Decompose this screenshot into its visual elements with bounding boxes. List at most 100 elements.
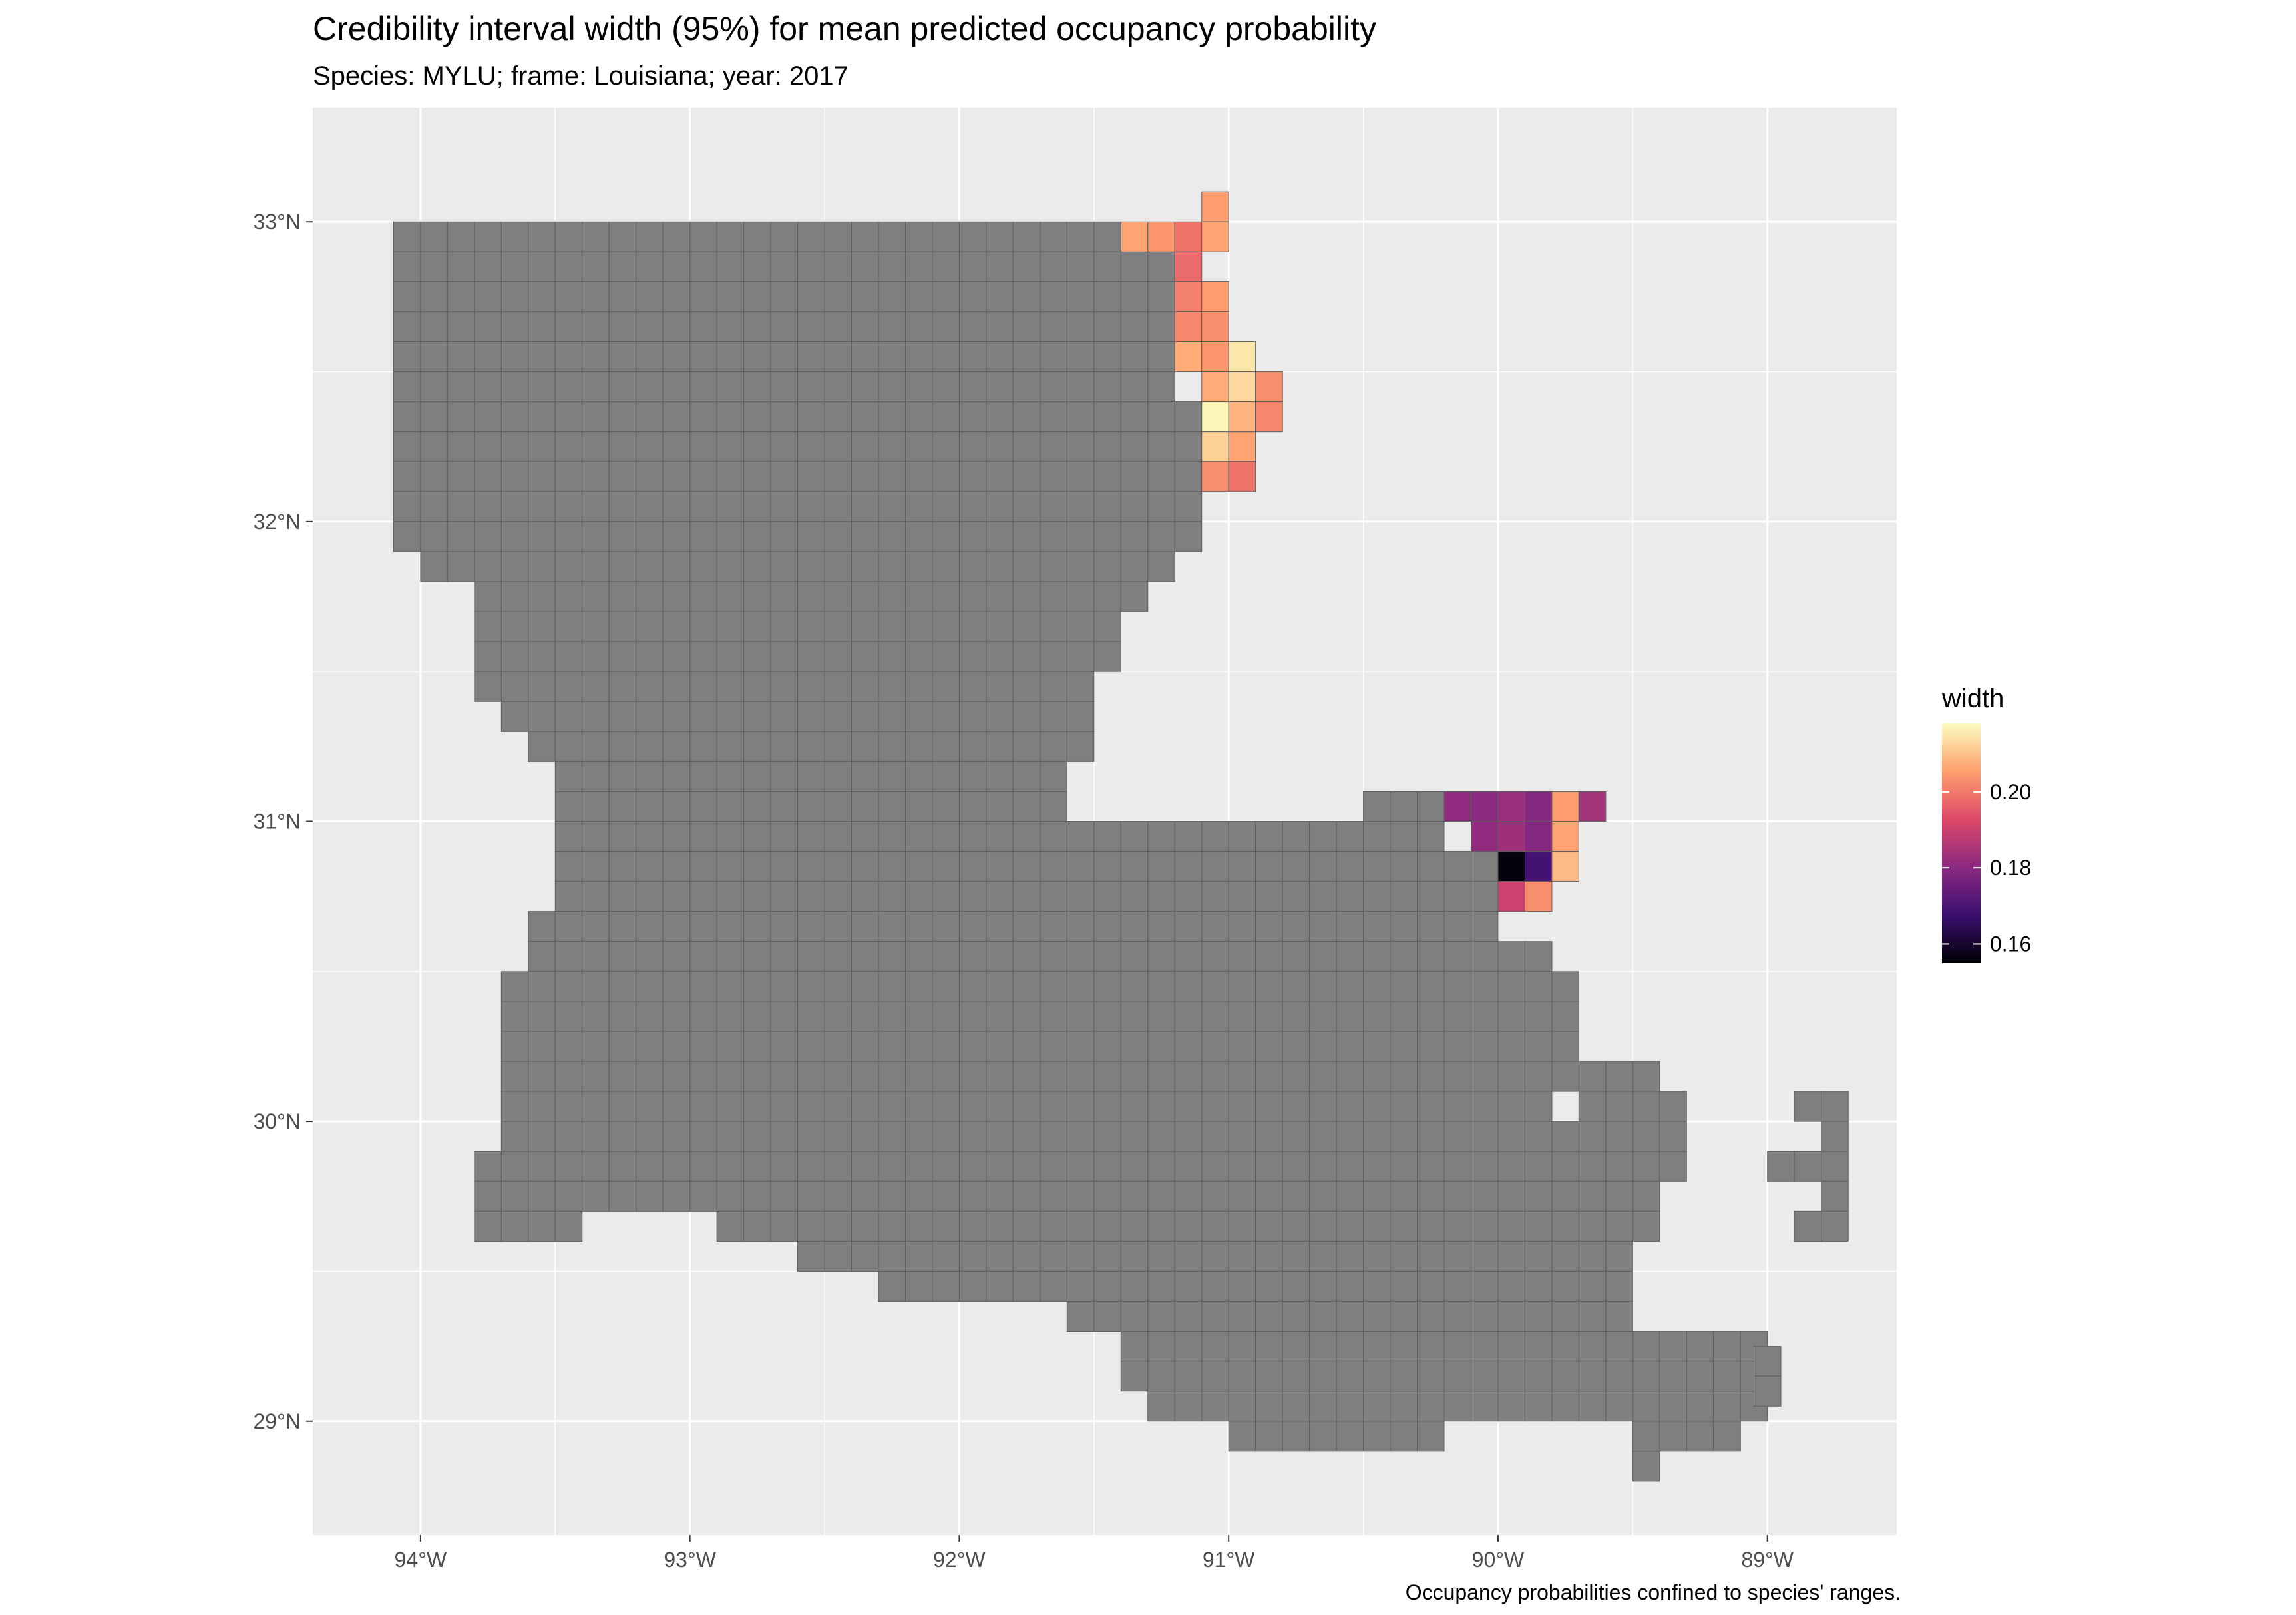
grid-cell-na [447, 341, 475, 373]
grid-cell-na [1066, 881, 1095, 912]
grid-cell-na [904, 1001, 933, 1032]
grid-cell-na [528, 611, 556, 642]
grid-cell-na [1147, 941, 1175, 972]
grid-cell-na [1040, 491, 1067, 522]
grid-cell-na [1390, 1091, 1418, 1122]
grid-cell-na [608, 431, 637, 462]
grid-cell-na [636, 551, 664, 582]
grid-cell-na [1147, 341, 1175, 373]
grid-cell-na [1363, 911, 1391, 942]
grid-cell-na [1578, 1180, 1607, 1212]
grid-cell-na [500, 581, 529, 612]
grid-cell-na [1066, 1151, 1095, 1182]
grid-cell-na [662, 1180, 691, 1212]
grid-cell-na [636, 491, 664, 522]
grid-cell-na [1605, 1061, 1633, 1092]
grid-cell-na [1470, 1121, 1499, 1152]
grid-cell-na [986, 311, 1014, 342]
grid-cell-na [1120, 1240, 1149, 1272]
grid-cell-na [689, 671, 717, 702]
grid-cell-na [528, 1151, 556, 1182]
grid-cell-na [716, 431, 745, 462]
grid-cell-na [1147, 551, 1175, 582]
grid-cell-na [1147, 911, 1175, 942]
grid-cell-na [1120, 401, 1149, 433]
grid-cell-na [500, 1151, 529, 1182]
grid-cell-na [1066, 941, 1095, 972]
grid-cell-na [904, 671, 933, 702]
grid-cell-na [1390, 881, 1418, 912]
grid-cell-na [1255, 911, 1283, 942]
grid-cell-na [1228, 1210, 1256, 1242]
grid-cell-na [1417, 1361, 1445, 1392]
grid-cell-na [1578, 1301, 1607, 1332]
grid-cell-na [1174, 1331, 1203, 1362]
grid-cell-na [689, 971, 717, 1002]
grid-cell-na [986, 221, 1014, 252]
grid-cell-na [932, 911, 960, 942]
grid-cell-na [636, 461, 664, 492]
grid-cell-na [1551, 1240, 1579, 1272]
grid-cell-na [1040, 1061, 1067, 1092]
grid-cell-value [1174, 311, 1203, 342]
grid-cell-na [1040, 851, 1067, 882]
grid-cell-na [1201, 941, 1229, 972]
grid-cell-na [1147, 1210, 1175, 1242]
grid-cell-na [1093, 281, 1121, 312]
grid-cell-na [474, 401, 502, 433]
grid-cell-na [662, 491, 691, 522]
grid-cell-na [1470, 851, 1499, 882]
grid-cell-na [932, 881, 960, 912]
grid-cell-na [716, 761, 745, 792]
grid-cell-na [554, 761, 583, 792]
grid-cell-na [1255, 971, 1283, 1002]
grid-cell-na [608, 341, 637, 373]
grid-cell-na [528, 341, 556, 373]
grid-cell-na [608, 611, 637, 642]
grid-cell-na [474, 221, 502, 252]
grid-cell-na [1120, 881, 1149, 912]
grid-cell-na [1686, 1391, 1714, 1422]
grid-cell-na [500, 641, 529, 672]
grid-cell-na [636, 821, 664, 852]
grid-cell-na [1336, 941, 1364, 972]
grid-cell-na [1578, 1061, 1607, 1092]
grid-cell-na [716, 821, 745, 852]
grid-cell-na [689, 1121, 717, 1152]
grid-cell-na [636, 521, 664, 552]
grid-cell-na [958, 911, 987, 942]
grid-cell-na [582, 1001, 610, 1032]
grid-cell-na [1497, 1121, 1525, 1152]
grid-cell-na [1309, 1331, 1337, 1362]
grid-cell-value [1228, 341, 1256, 373]
grid-cell-na [500, 551, 529, 582]
grid-cell-na [958, 581, 987, 612]
grid-cell-na [932, 521, 960, 552]
grid-cell-na [528, 281, 556, 312]
grid-cell-na [1497, 1151, 1525, 1182]
grid-cell-na [1309, 1210, 1337, 1242]
grid-cell-na [716, 1180, 745, 1212]
grid-cell-na [1093, 1061, 1121, 1092]
grid-cell-na [1632, 1391, 1660, 1422]
grid-cell-na [1551, 971, 1579, 1002]
grid-cell-na [1497, 941, 1525, 972]
grid-cell-na [1336, 1151, 1364, 1182]
grid-cell-na [554, 671, 583, 702]
grid-cell-na [474, 1151, 502, 1182]
grid-cell-na [1093, 221, 1121, 252]
grid-cell-na [1120, 1331, 1149, 1362]
grid-cell-na [1363, 1210, 1391, 1242]
grid-cell-na [1012, 1031, 1041, 1062]
grid-cell-na [1390, 1121, 1418, 1152]
grid-cell-na [878, 1270, 906, 1302]
grid-cell-na [1120, 1361, 1149, 1392]
grid-cell-na [474, 581, 502, 612]
grid-cell-na [1417, 1180, 1445, 1212]
grid-cell-na [636, 761, 664, 792]
grid-cell-na [1174, 1091, 1203, 1122]
grid-cell-na [1147, 1331, 1175, 1362]
grid-cell-na [393, 251, 421, 282]
grid-cell-na [932, 731, 960, 762]
grid-cell-na [1659, 1091, 1687, 1122]
